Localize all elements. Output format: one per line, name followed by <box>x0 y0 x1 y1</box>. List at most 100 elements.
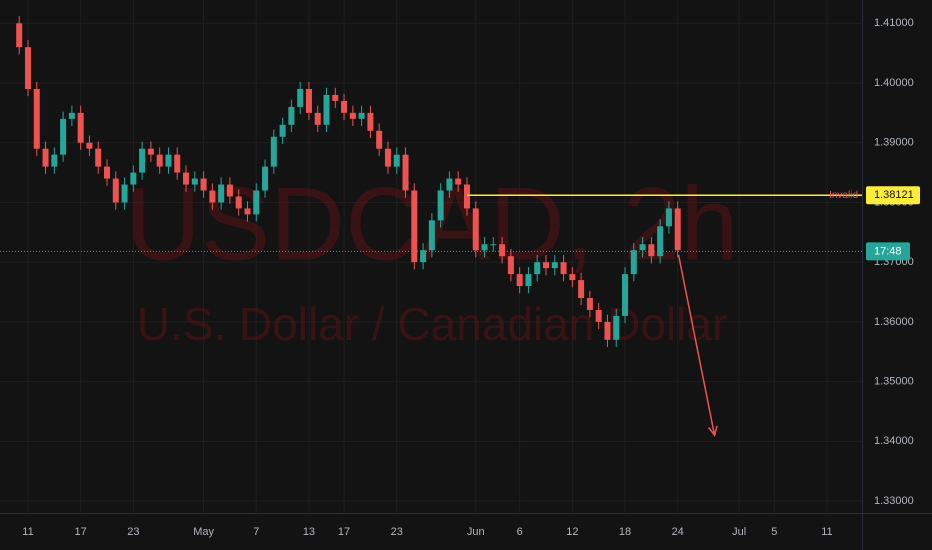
candle-body <box>613 315 620 340</box>
candle-body <box>183 172 190 185</box>
x-tick-label: May <box>193 526 214 538</box>
candle-body <box>446 178 453 191</box>
y-tick-label: 1.34000 <box>874 435 914 447</box>
x-tick-label: 6 <box>517 526 523 538</box>
y-tick-label: 1.35000 <box>874 376 914 388</box>
candle-body <box>235 196 242 209</box>
candle-body <box>77 112 84 143</box>
candle-body <box>165 154 172 167</box>
y-tick-label: 1.41000 <box>874 17 914 29</box>
candle-body <box>349 112 356 119</box>
candle-body <box>323 94 330 125</box>
candle-body <box>33 88 40 149</box>
x-tick-label: 18 <box>619 526 631 538</box>
candle-body <box>437 190 444 221</box>
y-tick-label: 1.39000 <box>874 137 914 149</box>
candle-body <box>481 244 488 251</box>
candle-body <box>551 262 558 269</box>
candle-body <box>428 220 435 251</box>
forecast-arrow <box>677 254 716 436</box>
candle-body <box>68 112 75 119</box>
candle-body <box>358 112 365 119</box>
invalid-level-text: Invalid <box>829 190 858 201</box>
candle-body <box>218 184 225 203</box>
candle-body <box>314 112 321 125</box>
candle-body <box>226 184 233 197</box>
x-tick-label: 7 <box>253 526 259 538</box>
candle-body <box>604 321 611 340</box>
candle-body <box>595 309 602 322</box>
candle-body <box>384 148 391 167</box>
candle-body <box>578 280 585 299</box>
candle-body <box>657 226 664 257</box>
x-tick-label: 23 <box>127 526 139 538</box>
candle-body <box>244 208 251 215</box>
candle-body <box>622 274 629 316</box>
candle-body <box>341 100 348 113</box>
x-tick-label: Jul <box>732 526 746 538</box>
candle-body <box>112 178 119 203</box>
candle-body <box>560 262 567 275</box>
x-tick-label: 11 <box>821 526 832 538</box>
candle-body <box>630 250 637 275</box>
annotations: Invalid <box>0 190 862 438</box>
candle-body <box>420 250 427 263</box>
candle-body <box>402 154 409 191</box>
candle-body <box>174 154 181 173</box>
x-tick-label: 11 <box>22 526 33 538</box>
current-price-label: 17:48 <box>874 245 902 257</box>
candle-body <box>253 190 260 215</box>
candle-body <box>191 178 198 185</box>
candle-body <box>543 262 549 269</box>
candles <box>16 16 681 347</box>
candle-body <box>525 274 532 287</box>
axes: 1.410001.400001.390001.380001.370001.360… <box>22 17 920 538</box>
candle-body <box>209 190 216 203</box>
candle-body <box>499 244 506 257</box>
candle-body <box>297 88 304 107</box>
candle-body <box>569 274 576 281</box>
level-price-tag <box>866 186 920 205</box>
candle-body <box>86 142 93 149</box>
candle-body <box>200 178 207 191</box>
candle-body <box>534 262 541 275</box>
x-tick-label: 5 <box>771 526 777 538</box>
current-price-tag <box>866 242 910 261</box>
x-tick-label: 17 <box>75 526 87 538</box>
candle-body <box>139 148 146 173</box>
x-tick-label: 23 <box>391 526 403 538</box>
candle-body <box>376 130 383 149</box>
x-tick-label: Jun <box>467 526 485 538</box>
candle-body <box>104 166 110 179</box>
candle-body <box>472 208 479 251</box>
level-price-label: 1.38121 <box>874 189 914 201</box>
candle-body <box>507 256 514 275</box>
candle-body <box>516 274 523 287</box>
candle-body <box>674 208 681 251</box>
candle-body <box>463 184 470 209</box>
candle-body <box>279 124 286 137</box>
candle-body <box>411 190 418 263</box>
candle-body <box>42 148 49 167</box>
candle-body <box>95 148 102 167</box>
candle-body <box>51 154 58 167</box>
candle-body <box>393 154 400 167</box>
candle-body <box>121 184 128 203</box>
candle-body <box>16 23 23 48</box>
candle-body <box>332 94 339 101</box>
candle-body <box>147 148 154 155</box>
candle-body <box>305 88 312 113</box>
candle-body <box>60 118 67 155</box>
watermark-subtitle: U.S. Dollar / Canadian Dollar <box>137 298 728 350</box>
candle-body <box>367 112 374 131</box>
candle-body <box>270 136 277 167</box>
candle-body <box>490 244 497 246</box>
candle-body <box>156 154 163 167</box>
y-tick-label: 1.33000 <box>874 495 914 507</box>
candle-body <box>648 244 655 257</box>
candle-body <box>455 178 462 185</box>
x-tick-label: 12 <box>566 526 578 538</box>
x-tick-label: 13 <box>303 526 315 538</box>
